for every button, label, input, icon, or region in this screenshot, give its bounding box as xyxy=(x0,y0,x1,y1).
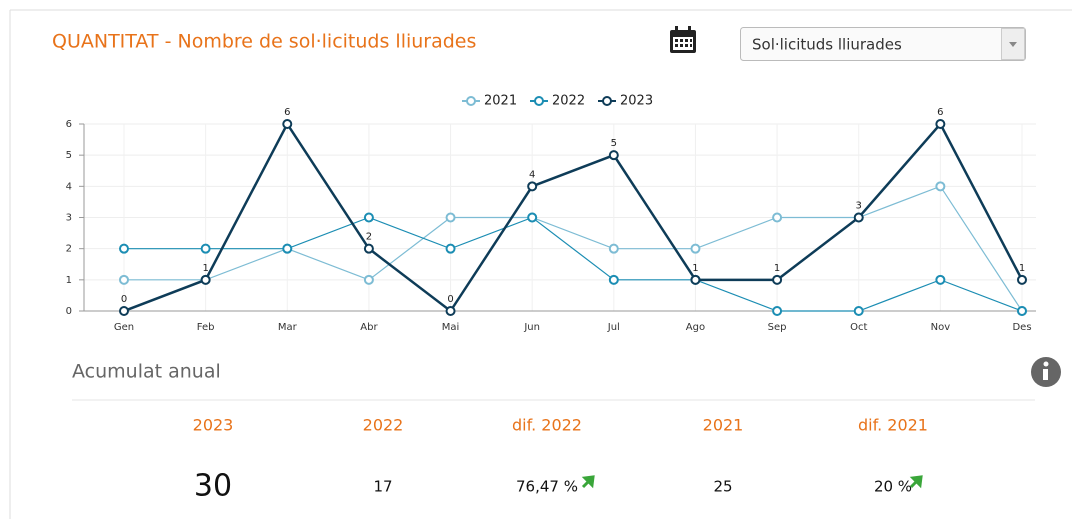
y-tick-label: 1 xyxy=(66,275,72,286)
point xyxy=(935,181,946,192)
x-tick-label: Nov xyxy=(931,322,951,333)
select-box[interactable]: Sol·licituds lliurades xyxy=(740,27,1026,61)
trend-arrow-up xyxy=(581,475,595,489)
info-icon[interactable] xyxy=(1031,357,1061,387)
x-tick-label: Oct xyxy=(850,322,867,333)
x-tick-label: Abr xyxy=(360,322,378,333)
legend-marker xyxy=(534,96,544,106)
data-label: 1 xyxy=(1019,263,1025,274)
data-label: 6 xyxy=(284,107,290,118)
point xyxy=(772,212,783,223)
summary-header: 2022 xyxy=(363,416,404,435)
y-tick-label: 3 xyxy=(66,213,72,224)
point xyxy=(282,119,293,129)
data-label: 2 xyxy=(366,232,372,243)
select-text: Sol·licituds lliurades xyxy=(752,36,902,54)
point xyxy=(200,243,211,254)
point xyxy=(445,243,456,254)
point xyxy=(119,306,129,316)
point xyxy=(527,212,538,223)
data-label: 3 xyxy=(856,201,862,212)
point xyxy=(1017,274,1027,285)
legend-label: 2021 xyxy=(484,94,517,109)
data-label: 1 xyxy=(774,263,780,274)
point xyxy=(853,306,864,316)
x-tick-label: Jun xyxy=(523,322,540,333)
point xyxy=(363,212,374,223)
y-tick-label: 0 xyxy=(66,306,72,317)
summary-header: 2023 xyxy=(193,416,234,435)
y-tick-label: 2 xyxy=(66,244,72,255)
summary-value: 20 % xyxy=(874,478,912,496)
point xyxy=(119,243,129,254)
summary-header: dif. 2021 xyxy=(858,416,928,435)
data-label: 1 xyxy=(692,263,698,274)
point xyxy=(772,274,783,285)
point xyxy=(690,274,701,285)
point xyxy=(200,274,211,285)
x-tick-label: Des xyxy=(1012,322,1031,333)
legend-marker xyxy=(466,96,476,106)
legend-item: 2023 xyxy=(598,94,653,109)
summary-value: 17 xyxy=(373,478,392,496)
point xyxy=(445,212,456,223)
point xyxy=(935,274,946,285)
point xyxy=(608,150,619,161)
data-label: 5 xyxy=(611,138,617,149)
data-label: 0 xyxy=(447,294,453,305)
x-tick-label: Sep xyxy=(768,322,787,333)
point xyxy=(1017,306,1027,316)
point xyxy=(608,243,619,254)
x-tick-label: Ago xyxy=(686,322,705,333)
point xyxy=(119,274,129,285)
y-tick-label: 6 xyxy=(66,119,72,130)
point xyxy=(935,119,946,129)
point xyxy=(363,243,374,254)
x-tick-label: Jul xyxy=(607,322,620,333)
x-tick-label: Feb xyxy=(197,322,215,333)
legend-label: 2023 xyxy=(620,94,653,109)
point xyxy=(853,212,864,223)
data-label: 6 xyxy=(937,107,943,118)
legend-marker xyxy=(602,96,612,106)
series-line xyxy=(124,185,1023,312)
point xyxy=(445,306,456,316)
data-label: 4 xyxy=(529,169,535,180)
y-tick-label: 4 xyxy=(66,181,72,192)
calendar-icon[interactable] xyxy=(670,26,696,53)
x-tick-label: Mai xyxy=(442,322,460,333)
summary-header: 2021 xyxy=(703,416,744,435)
legend-item: 2022 xyxy=(530,94,585,109)
summary-header: dif. 2022 xyxy=(512,416,582,435)
summary-value: 76,47 % xyxy=(516,478,578,496)
point xyxy=(772,306,783,316)
series-line xyxy=(123,121,1024,313)
x-tick-label: Gen xyxy=(114,322,134,333)
legend-item: 2021 xyxy=(462,94,517,109)
point xyxy=(282,243,293,254)
y-tick-label: 5 xyxy=(66,150,72,161)
legend-label: 2022 xyxy=(552,94,585,109)
point xyxy=(363,274,374,285)
point xyxy=(690,243,701,254)
widget-title: QUANTITAT - Nombre de sol·licituds lliur… xyxy=(52,31,476,53)
series-line xyxy=(124,216,1023,312)
x-tick-label: Mar xyxy=(278,322,298,333)
trend-arrow-up xyxy=(909,475,923,489)
point xyxy=(608,274,619,285)
summary-value: 30 xyxy=(194,469,232,504)
data-label: 1 xyxy=(202,263,208,274)
summary-title: Acumulat anual xyxy=(72,361,221,383)
data-label: 0 xyxy=(121,294,127,305)
point xyxy=(527,181,538,192)
summary-value: 25 xyxy=(713,478,732,496)
